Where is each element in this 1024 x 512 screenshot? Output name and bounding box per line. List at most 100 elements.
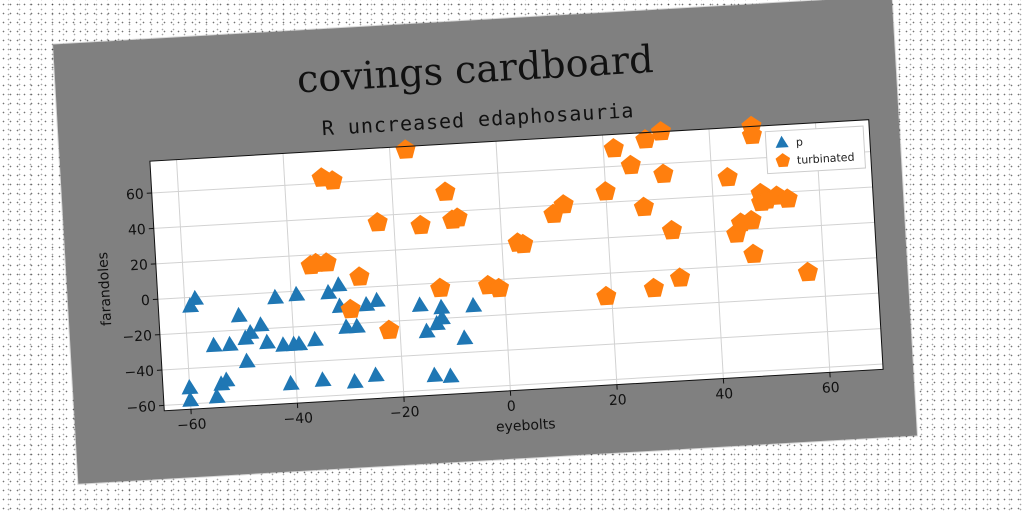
triangle-data-point <box>346 372 364 389</box>
triangle-data-point <box>187 289 205 306</box>
triangle-data-point <box>456 329 474 345</box>
x-axis-label: eyebolts <box>496 416 556 435</box>
legend: p turbinated <box>764 125 867 175</box>
triangle-data-point <box>218 371 236 388</box>
y-tick-label: 60 <box>126 186 145 203</box>
pentagon-data-point <box>553 194 574 214</box>
pentagon-data-point <box>777 188 798 208</box>
y-tick-label: 20 <box>130 257 149 274</box>
pentagon-data-point <box>410 214 431 235</box>
x-tick-label: −60 <box>177 416 207 434</box>
triangle-data-point <box>288 285 306 302</box>
pentagon-data-point <box>595 181 616 201</box>
x-tick-label: 0 <box>506 399 516 415</box>
triangle-data-point <box>181 378 199 395</box>
pentagon-data-point <box>643 277 664 298</box>
pentagon-data-point <box>653 163 674 184</box>
y-grid-line <box>151 151 871 194</box>
triangle-data-point <box>307 330 324 347</box>
pentagon-data-point <box>395 139 416 159</box>
x-grid-line <box>495 141 511 391</box>
plot-area <box>149 119 884 411</box>
triangle-data-point <box>275 336 293 352</box>
legend-label: p <box>796 136 804 149</box>
pentagon-data-point <box>603 138 624 158</box>
x-tick-label: −20 <box>390 404 420 422</box>
x-tick-label: 20 <box>608 392 627 409</box>
x-tick-label: 60 <box>821 380 840 397</box>
pentagon-data-point <box>661 219 682 240</box>
pentagon-data-point <box>379 319 400 340</box>
y-tick-label: −60 <box>126 399 156 417</box>
triangle-data-point <box>182 391 200 407</box>
pentagon-data-point <box>620 154 641 175</box>
pentagon-data-point <box>340 298 361 319</box>
triangle-data-point <box>358 295 376 312</box>
pentagon-data-point <box>430 277 451 298</box>
pentagon-data-point <box>349 266 370 286</box>
y-tick-label: −40 <box>124 364 154 382</box>
chart-title: covings cardboard <box>296 37 655 101</box>
triangle-data-point <box>426 366 444 383</box>
y-tick-label: 0 <box>141 293 151 309</box>
y-grid-line <box>161 328 881 371</box>
pentagon-data-point <box>633 196 654 217</box>
triangle-data-point <box>205 336 223 353</box>
pentagon-data-point <box>743 243 764 264</box>
triangle-data-point <box>208 388 226 404</box>
pentagon-data-point <box>447 207 468 227</box>
triangle-data-point <box>434 309 451 325</box>
triangle-data-point <box>330 276 348 292</box>
legend-box <box>764 125 867 175</box>
y-grid-line <box>163 363 883 406</box>
triangle-data-point <box>238 352 256 369</box>
x-grid-line <box>389 147 405 397</box>
pentagon-data-point <box>513 233 534 254</box>
pentagon-data-point <box>316 252 337 272</box>
y-grid-line <box>157 257 877 300</box>
triangle-data-point <box>433 298 451 315</box>
pentagon-data-point <box>322 170 343 190</box>
pentagon-data-point <box>367 212 388 232</box>
legend-marker <box>775 135 789 148</box>
y-grid-line <box>159 292 879 336</box>
axis-ticks: −60 −40 −20 0 20 40 60 −60 −40 −20 0 20 40 60 <box>122 186 840 434</box>
triangle-data-point <box>282 374 300 391</box>
pentagon-data-point <box>596 285 617 306</box>
chart-figure: covings cardboard R uncreased edaphosaur… <box>53 0 917 484</box>
pentagon-data-point <box>717 166 738 187</box>
pentagon-data-point <box>741 209 762 230</box>
y-tick-label: 40 <box>128 222 147 239</box>
x-tick-label: 40 <box>715 386 734 403</box>
y-axis-label: farandoles <box>95 252 115 327</box>
triangle-data-point <box>411 296 429 313</box>
triangle-data-point <box>338 318 356 335</box>
triangle-data-point <box>349 317 366 334</box>
x-grid-line <box>282 153 298 404</box>
x-grid-line <box>708 128 724 379</box>
pentagon-data-point <box>797 261 818 282</box>
scatter-chart: covings cardboard R uncreased edaphosaur… <box>95 37 884 436</box>
pentagon-data-point <box>435 181 456 201</box>
triangle-data-point <box>442 367 460 384</box>
pentagon-data-point <box>488 277 510 298</box>
triangle-data-point <box>259 333 277 350</box>
y-tick-label: −20 <box>122 328 152 346</box>
triangle-data-point <box>221 335 239 352</box>
x-grid-line <box>176 159 192 410</box>
legend-marker <box>775 153 791 168</box>
triangle-data-point <box>252 316 270 332</box>
legend-label: turbinated <box>797 151 855 167</box>
x-tick-label: −40 <box>283 410 313 428</box>
pentagon-data-point <box>741 124 762 145</box>
triangle-data-point <box>267 288 285 305</box>
pentagon-data-point <box>669 267 691 287</box>
triangle-data-point <box>291 335 309 351</box>
triangle-data-point <box>367 366 385 383</box>
triangle-data-point <box>368 291 386 308</box>
chart-subtitle: R uncreased edaphosauria <box>321 98 635 140</box>
triangle-data-point <box>314 371 332 387</box>
x-grid-line <box>601 135 618 385</box>
plot-frame <box>149 119 884 412</box>
triangle-data-point <box>465 296 483 313</box>
